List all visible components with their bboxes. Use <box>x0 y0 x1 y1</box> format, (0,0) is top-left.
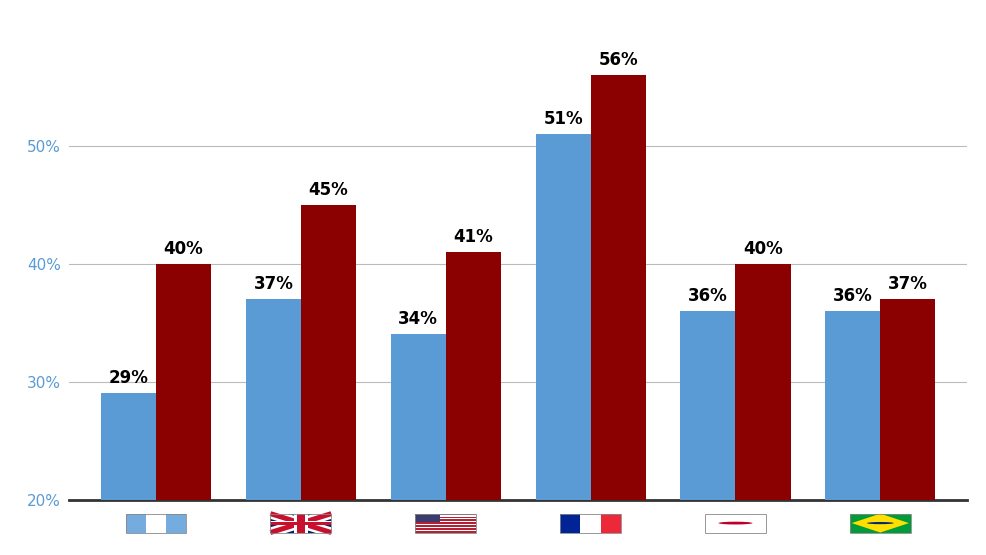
Bar <box>301 205 356 500</box>
Circle shape <box>718 522 751 524</box>
Bar <box>293 514 308 533</box>
Text: 37%: 37% <box>253 275 293 293</box>
Circle shape <box>866 522 892 524</box>
Polygon shape <box>851 514 908 533</box>
Bar <box>415 531 475 533</box>
Bar <box>415 529 475 531</box>
Bar <box>415 528 475 529</box>
Bar <box>415 514 475 515</box>
Bar <box>125 514 186 533</box>
Bar <box>156 264 211 500</box>
Bar <box>735 264 790 500</box>
Bar <box>824 311 880 500</box>
Bar <box>390 334 446 500</box>
Bar <box>415 519 475 521</box>
Text: 36%: 36% <box>687 287 727 305</box>
Bar <box>880 299 935 500</box>
Text: 45%: 45% <box>309 181 348 199</box>
Bar <box>704 514 765 533</box>
Text: 34%: 34% <box>398 310 438 329</box>
Bar <box>415 527 475 528</box>
Bar <box>415 525 475 527</box>
Bar <box>125 514 146 533</box>
Bar <box>600 514 620 533</box>
Bar <box>415 521 475 522</box>
Bar <box>415 514 439 522</box>
Bar <box>590 75 645 500</box>
Bar <box>297 514 305 533</box>
Text: 41%: 41% <box>453 228 493 246</box>
Bar <box>146 514 166 533</box>
Bar <box>849 514 910 533</box>
Bar <box>101 393 156 500</box>
Text: 37%: 37% <box>887 275 927 293</box>
Bar <box>535 134 590 500</box>
Bar <box>246 299 301 500</box>
Bar <box>415 524 475 525</box>
Bar <box>560 514 580 533</box>
Bar <box>415 518 475 519</box>
Text: 40%: 40% <box>164 240 203 258</box>
Bar <box>270 514 331 533</box>
Bar <box>270 514 331 533</box>
Text: 36%: 36% <box>832 287 872 305</box>
Bar <box>580 514 600 533</box>
Bar <box>704 514 765 533</box>
Bar <box>415 517 475 518</box>
Text: 40%: 40% <box>742 240 782 258</box>
Bar <box>415 515 475 517</box>
Text: 51%: 51% <box>542 110 583 128</box>
Bar <box>270 522 331 524</box>
Text: 29%: 29% <box>108 370 148 387</box>
Bar <box>270 521 331 526</box>
Bar <box>560 514 620 533</box>
Text: 56%: 56% <box>598 51 637 69</box>
Bar <box>446 252 500 500</box>
Bar <box>849 514 910 533</box>
Bar <box>166 514 186 533</box>
Bar <box>415 522 475 524</box>
Bar <box>415 514 475 533</box>
Bar <box>679 311 735 500</box>
